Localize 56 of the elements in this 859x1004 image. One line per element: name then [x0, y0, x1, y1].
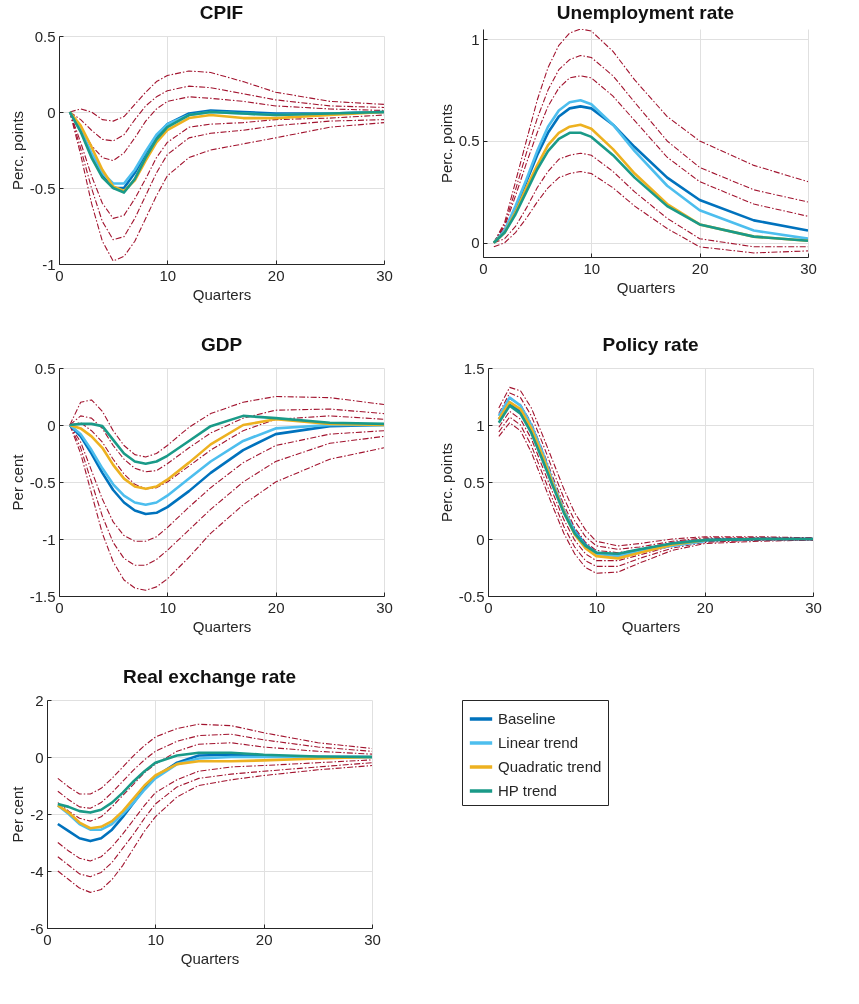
x-axis-title: Quarters — [192, 617, 252, 635]
x-tick-label: 30 — [364, 930, 381, 948]
legend-label: Quadratic trend — [498, 758, 602, 775]
x-tick-label: 20 — [267, 598, 285, 616]
x-tick-label: 30 — [800, 259, 817, 277]
y-tick-label: 0.5 — [463, 473, 485, 491]
y-tick-label: -1.5 — [29, 587, 56, 605]
y-tick-label: 2 — [35, 691, 44, 709]
y-tick-label: 0 — [476, 530, 485, 548]
y-tick-label: -0.5 — [29, 179, 56, 197]
y-tick-label: 0 — [47, 416, 56, 434]
y-tick-label: -1 — [42, 530, 56, 548]
chart-title: Unemployment rate — [556, 2, 735, 23]
y-tick-label: -0.5 — [29, 473, 56, 491]
legend-label: Baseline — [498, 710, 556, 727]
y-tick-label: 1.5 — [463, 359, 485, 377]
y-tick-label: -4 — [30, 862, 44, 880]
x-tick-label: 10 — [588, 598, 606, 616]
y-tick-label: 0 — [471, 234, 480, 252]
x-tick-label: 10 — [583, 259, 601, 277]
x-tick-label: 30 — [376, 266, 393, 284]
chart-title: CPIF — [199, 2, 244, 23]
y-tick-label: 1 — [476, 416, 485, 434]
y-tick-label: 1 — [471, 30, 480, 48]
x-tick-label: 20 — [267, 266, 285, 284]
x-tick-label: 20 — [255, 930, 273, 948]
y-axis-title: Per cent — [9, 785, 27, 843]
y-tick-label: -0.5 — [458, 587, 485, 605]
x-tick-label: 10 — [159, 598, 177, 616]
x-axis-title: Quarters — [192, 285, 252, 303]
y-tick-label: -1 — [42, 255, 56, 273]
y-axis-title: Per cent — [8, 453, 26, 511]
x-tick-label: 20 — [696, 598, 714, 616]
chart-title: Policy rate — [602, 334, 699, 355]
y-tick-label: -6 — [30, 919, 44, 937]
x-tick-label: 10 — [159, 266, 177, 284]
y-tick-label: -2 — [30, 805, 44, 823]
x-tick-label: 10 — [147, 930, 165, 948]
chart-title: GDP — [200, 334, 243, 355]
x-axis-title: Quarters — [616, 278, 676, 296]
y-axis-title: Perc. points — [8, 110, 26, 191]
x-axis-title: Quarters — [180, 949, 240, 967]
y-axis-title: Perc. points — [437, 103, 455, 184]
x-tick-label: 30 — [805, 598, 822, 616]
y-tick-label: 0.5 — [34, 27, 56, 45]
x-tick-label: 30 — [376, 598, 393, 616]
y-tick-label: 0 — [47, 103, 56, 121]
y-tick-label: 0.5 — [458, 132, 480, 150]
legend-label: HP trend — [498, 782, 557, 799]
chart-title: Real exchange rate — [122, 666, 297, 687]
x-axis-title: Quarters — [621, 617, 681, 635]
x-tick-label: 20 — [691, 259, 709, 277]
y-tick-label: 0 — [35, 748, 44, 766]
legend-label: Linear trend — [498, 734, 579, 751]
y-axis-title: Perc. points — [437, 442, 455, 523]
y-tick-label: 0.5 — [34, 359, 56, 377]
